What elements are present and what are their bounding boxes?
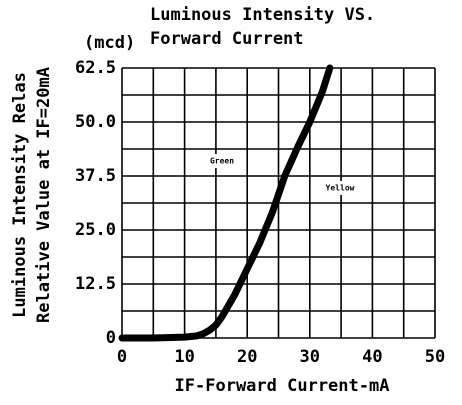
y-axis-title: Luminous Intensity Relas xyxy=(10,72,30,318)
chart-subtitle: Forward Current xyxy=(150,29,304,49)
y-tick-label: 12.5 xyxy=(75,274,116,294)
label-box xyxy=(198,154,246,168)
annotation: Green xyxy=(210,157,234,166)
x-tick-label: 20 xyxy=(237,347,257,367)
x-tick-label: 0 xyxy=(117,347,127,367)
chart-title: Luminous Intensity VS. xyxy=(150,5,375,25)
x-tick-label: 10 xyxy=(174,347,194,367)
x-tick-label: 30 xyxy=(300,347,320,367)
y-tick-label: 0 xyxy=(106,328,116,348)
y-tick-label: 62.5 xyxy=(75,58,116,78)
x-axis-title: IF-Forward Current-mA xyxy=(175,376,390,396)
y-tick-label: 25.0 xyxy=(75,220,116,240)
x-tick-label: 50 xyxy=(425,347,445,367)
label-box xyxy=(313,181,367,195)
annotation: Yellow xyxy=(326,184,355,193)
y-unit: (mcd) xyxy=(84,33,135,53)
x-tick-label: 40 xyxy=(362,347,382,367)
y-tick-label: 50.0 xyxy=(75,112,116,132)
y-tick-label: 37.5 xyxy=(75,166,116,186)
curve xyxy=(118,64,334,342)
y-axis-title: Relative Value at IF=20mA xyxy=(34,67,54,323)
